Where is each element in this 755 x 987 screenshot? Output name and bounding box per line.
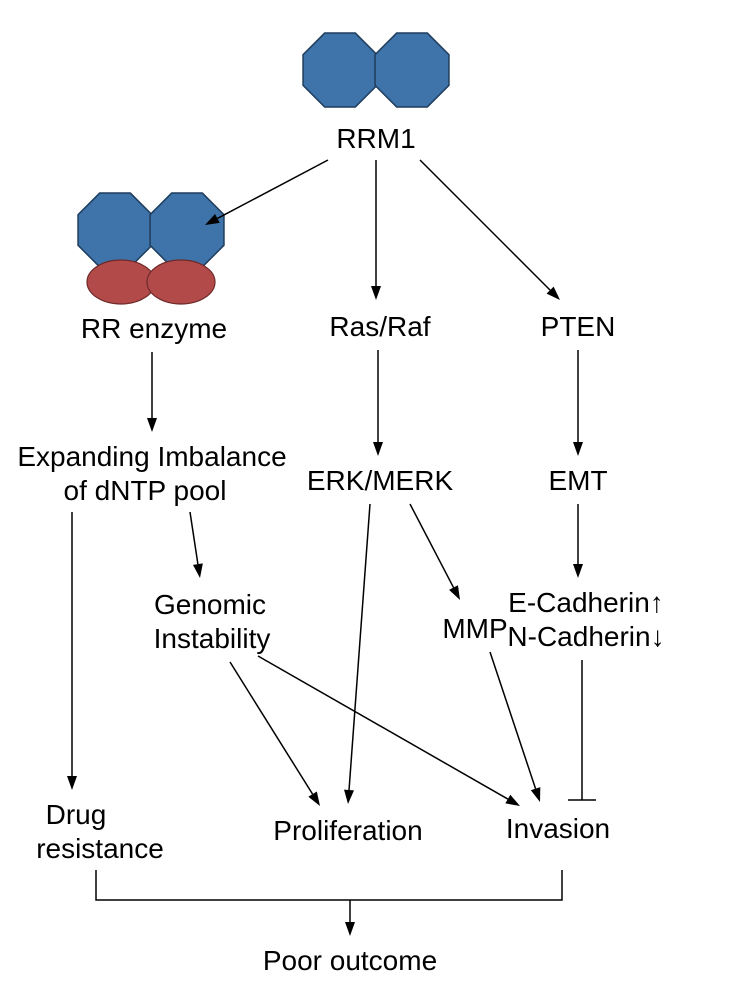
emt-to-cadherin xyxy=(573,504,583,578)
rrm1-to-pten xyxy=(420,160,560,300)
label-expanding_line1: Expanding Imbalance xyxy=(17,441,286,472)
label-drug_line2: resistance xyxy=(36,833,164,864)
label-genomic_line1: Genomic xyxy=(154,589,266,620)
label-rr_enzyme: RR enzyme xyxy=(81,313,227,344)
rrm1-icon xyxy=(303,33,449,107)
label-poor_outcome: Poor outcome xyxy=(263,945,437,976)
mmp-to-invasion xyxy=(490,652,540,802)
diagram-canvas: RRM1 RR enzyme Ras/Raf PTEN Expanding Imbala… xyxy=(0,0,755,987)
label-ecad: E-Cadherin↑ xyxy=(508,587,664,618)
rasraf-to-erk xyxy=(373,350,383,456)
label-emt: EMT xyxy=(548,465,607,496)
label-ncad: N-Cadherin↓ xyxy=(507,621,664,652)
rrenzyme-to-expand xyxy=(147,352,157,432)
label-drug_line1: Drug xyxy=(46,799,107,830)
erk-to-mmp xyxy=(410,504,460,600)
label-erk_merk: ERK/MERK xyxy=(307,465,454,496)
label-rrm1: RRM1 xyxy=(336,123,415,154)
outcome-bracket xyxy=(96,870,562,936)
label-genomic_line2: Instability xyxy=(154,623,271,654)
rrm1-to-rasraf xyxy=(371,160,381,300)
rr-enzyme-icon xyxy=(78,193,224,304)
label-invasion: Invasion xyxy=(506,813,610,844)
genomic-to-invasion xyxy=(258,656,520,806)
label-mmp: MMP xyxy=(442,613,507,644)
label-ras_raf: Ras/Raf xyxy=(329,311,430,342)
label-expanding_line2: of dNTP pool xyxy=(64,475,227,506)
label-pten: PTEN xyxy=(541,311,616,342)
erk-to-prolif xyxy=(344,504,370,804)
pten-to-emt xyxy=(573,350,583,456)
expand-to-drug xyxy=(67,512,77,790)
rrm1-to-rrenzyme xyxy=(205,160,328,225)
cadherin-to-invasion xyxy=(568,660,596,800)
expand-to-genomic xyxy=(190,512,203,578)
label-proliferation: Proliferation xyxy=(273,815,422,846)
